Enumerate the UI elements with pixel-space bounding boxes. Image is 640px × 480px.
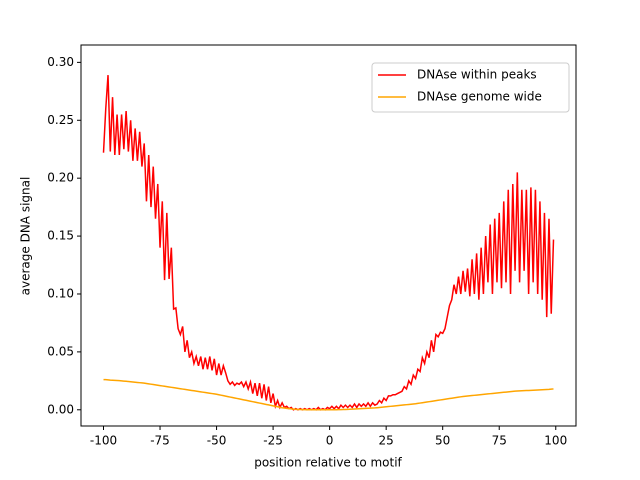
x-axis-label: position relative to motif: [254, 456, 402, 470]
y-tick-label: 0.20: [47, 171, 74, 185]
x-tick-label: -75: [150, 434, 170, 448]
plot-frame: [80, 44, 577, 427]
y-tick-label: 0.05: [47, 344, 74, 358]
x-tick-label: 25: [379, 434, 394, 448]
series-line: [102, 75, 555, 411]
x-tick-label: 0: [326, 434, 334, 448]
y-tick-label: 0.15: [47, 229, 74, 243]
x-tick-label: 100: [544, 434, 567, 448]
x-tick-label: 75: [492, 434, 507, 448]
y-tick-label: 0.10: [47, 286, 74, 300]
legend-box: [371, 62, 570, 113]
x-tick-label: -25: [263, 434, 283, 448]
legend-label: DNAse within peaks: [417, 68, 537, 82]
legend-label: DNAse genome wide: [417, 90, 542, 104]
legend: DNAse within peaks DNAse genome wide: [371, 62, 570, 113]
y-tick-label: 0.25: [47, 113, 74, 127]
x-tick-label: 50: [435, 434, 450, 448]
x-tick-label: -50: [207, 434, 227, 448]
x-tick-label: -100: [90, 434, 117, 448]
series-line: [103, 378, 554, 411]
y-tick-label: 0.00: [47, 402, 74, 416]
y-tick-label: 0.30: [47, 55, 74, 69]
y-axis-label: average DNA signal: [19, 177, 33, 296]
